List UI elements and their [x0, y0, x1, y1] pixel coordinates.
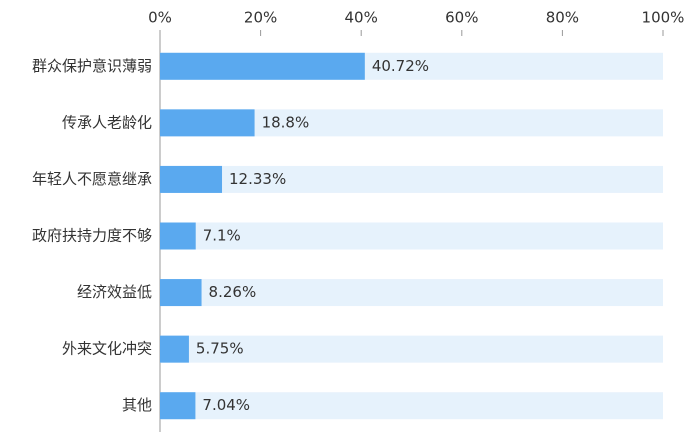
bar-track	[160, 165, 663, 193]
bar	[160, 335, 189, 363]
value-label: 7.1%	[203, 227, 241, 245]
x-tick-label: 100%	[642, 9, 685, 27]
value-label: 12.33%	[229, 170, 286, 188]
x-tick-label: 20%	[244, 9, 277, 27]
y-tick-label: 传承人老龄化	[62, 113, 152, 131]
y-tick-label: 政府扶持力度不够	[32, 227, 152, 245]
value-label: 7.04%	[202, 396, 250, 414]
y-tick-label: 群众保护意识薄弱	[32, 57, 152, 75]
x-tick-label: 0%	[148, 9, 172, 27]
x-tick-label: 80%	[546, 9, 579, 27]
bar	[160, 222, 196, 250]
y-tick-label: 其他	[122, 396, 152, 414]
bar-track	[160, 279, 663, 307]
value-label: 40.72%	[372, 57, 429, 75]
bar	[160, 109, 255, 137]
value-label: 18.8%	[262, 113, 310, 131]
bar	[160, 52, 365, 80]
x-tick-label: 60%	[445, 9, 478, 27]
value-label: 8.26%	[209, 283, 257, 301]
bar	[160, 165, 223, 193]
bar-track	[160, 335, 663, 363]
bar	[160, 279, 202, 307]
y-tick-label: 年轻人不愿意继承	[32, 170, 152, 188]
bar	[160, 392, 196, 420]
value-label: 5.75%	[196, 340, 244, 358]
x-tick-label: 40%	[345, 9, 378, 27]
y-tick-label: 经济效益低	[77, 283, 152, 301]
bar-track	[160, 392, 663, 420]
y-tick-label: 外来文化冲突	[62, 340, 152, 358]
bar-track	[160, 222, 663, 250]
